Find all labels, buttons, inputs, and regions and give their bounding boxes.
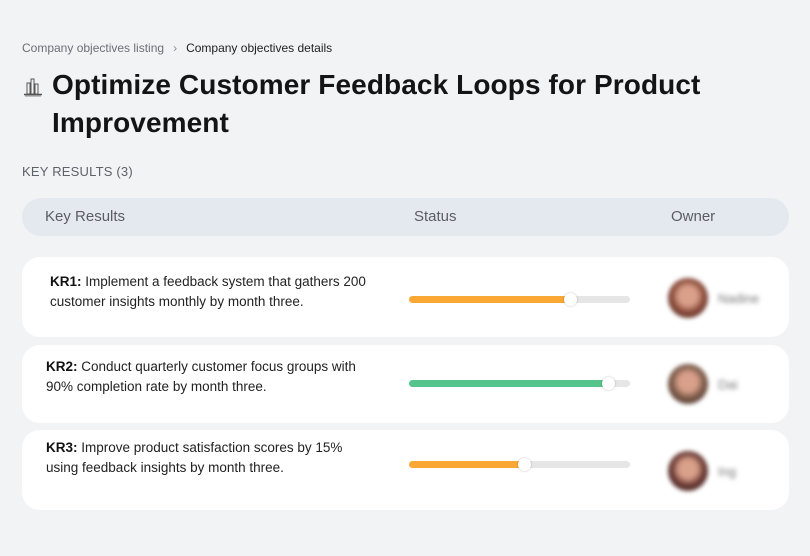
progress-bar [409,458,630,471]
progress-fill [409,461,524,468]
column-header-owner: Owner [671,208,716,225]
column-header-status: Status [414,208,457,225]
progress-handle[interactable] [564,293,578,306]
progress-bar [409,377,630,390]
owner-name: Nadine [718,290,760,306]
key-results-count-label: KEY RESULTS (3) [22,164,133,179]
owner[interactable]: Nadine [668,278,759,318]
avatar [668,364,708,404]
progress-handle[interactable] [517,458,531,471]
key-result-description: KR3: Improve product satisfaction scores… [46,440,343,475]
progress-fill [409,296,571,303]
avatar [668,451,708,491]
key-result-description: KR2: Conduct quarterly customer focus gr… [46,359,356,394]
objective-header: Optimize Customer Feedback Loops for Pro… [22,66,712,142]
owner-name: Dai [718,376,738,392]
avatar [668,278,708,318]
key-result-row[interactable]: KR1: Implement a feedback system that ga… [22,257,789,337]
owner[interactable]: Ing [668,451,736,491]
key-result-id: KR1: [50,274,82,289]
page-title: Optimize Customer Feedback Loops for Pro… [52,69,701,138]
cityscape-icon [24,78,42,97]
column-header-key-results: Key Results [45,208,126,225]
progress-fill [409,380,608,387]
key-result-row[interactable]: KR3: Improve product satisfaction scores… [22,430,789,510]
key-result-row[interactable]: KR2: Conduct quarterly customer focus gr… [22,345,789,423]
breadcrumb-separator-icon: › [173,41,178,55]
key-result-description: KR1: Implement a feedback system that ga… [50,274,366,309]
owner[interactable]: Dai [668,364,738,404]
progress-bar [409,293,630,306]
owner-name: Ing [718,463,737,479]
breadcrumb: Company objectives listing › Company obj… [22,41,332,55]
key-results-table-header: Key Results Status Owner [22,198,789,236]
key-result-id: KR2: [46,359,78,374]
breadcrumb-objectives-listing-link[interactable]: Company objectives listing [22,41,165,55]
key-result-id: KR3: [46,440,78,455]
breadcrumb-current: Company objectives details [186,41,333,55]
progress-handle[interactable] [601,377,615,390]
